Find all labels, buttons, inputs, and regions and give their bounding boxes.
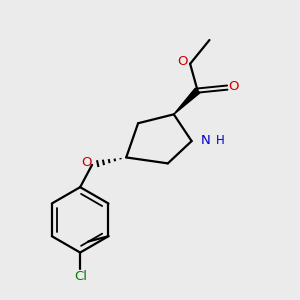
Text: Cl: Cl [74,270,87,283]
Text: O: O [81,156,91,169]
Text: H: H [215,134,224,147]
Polygon shape [174,88,200,114]
Text: N: N [201,134,211,147]
Text: O: O [177,55,188,68]
Text: O: O [229,80,239,93]
